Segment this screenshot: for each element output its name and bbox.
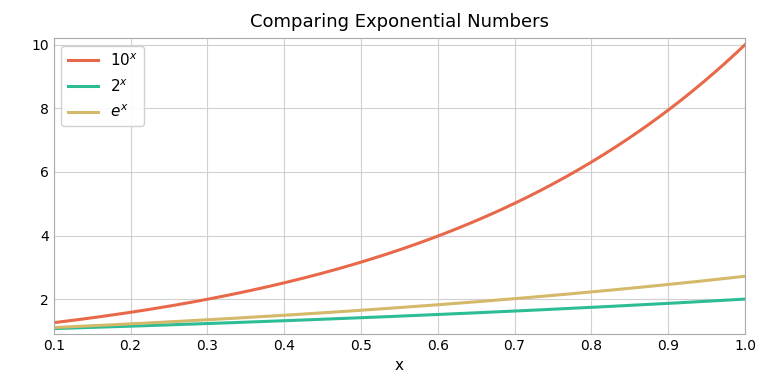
- $2^x$: [461, 311, 470, 316]
- $2^x$: [49, 326, 58, 331]
- $10^x$: [723, 58, 733, 63]
- $10^x$: [49, 320, 58, 325]
- $e^x$: [616, 287, 625, 291]
- $10^x$: [377, 253, 386, 258]
- Title: Comparing Exponential Numbers: Comparing Exponential Numbers: [250, 13, 549, 31]
- $2^x$: [382, 314, 391, 319]
- $2^x$: [423, 313, 432, 317]
- Line: $e^x$: $e^x$: [54, 276, 745, 328]
- Line: $10^x$: $10^x$: [54, 45, 745, 323]
- $2^x$: [377, 314, 386, 319]
- $10^x$: [461, 223, 470, 228]
- $2^x$: [723, 298, 733, 302]
- Legend: $10^x$, $2^x$, $e^x$: $10^x$, $2^x$, $e^x$: [61, 46, 144, 126]
- $10^x$: [423, 238, 432, 242]
- $10^x$: [616, 142, 625, 146]
- $e^x$: [49, 325, 58, 330]
- $e^x$: [740, 274, 750, 278]
- Line: $2^x$: $2^x$: [54, 299, 745, 329]
- $2^x$: [616, 304, 625, 308]
- $e^x$: [461, 300, 470, 305]
- X-axis label: x: x: [395, 359, 404, 374]
- $e^x$: [723, 276, 733, 280]
- $e^x$: [423, 303, 432, 308]
- $10^x$: [740, 43, 750, 47]
- $10^x$: [382, 252, 391, 257]
- $2^x$: [740, 297, 750, 301]
- $e^x$: [377, 306, 386, 311]
- $e^x$: [382, 306, 391, 311]
